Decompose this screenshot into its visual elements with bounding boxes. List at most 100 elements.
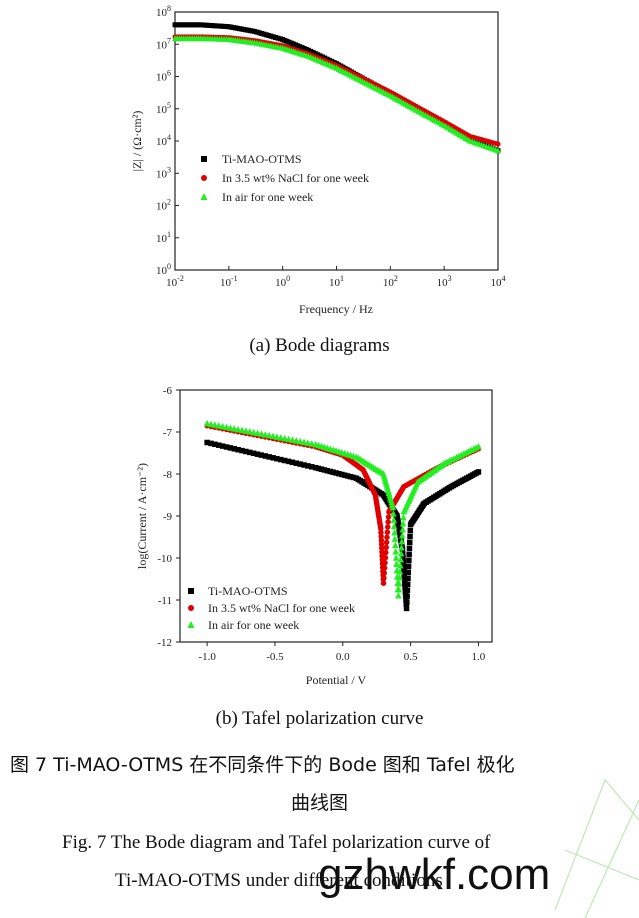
tafel-point	[384, 529, 391, 535]
tafel-x-tick-label: -0.5	[266, 651, 284, 663]
tafel-point	[404, 587, 411, 594]
tafel-point	[380, 580, 387, 586]
tafel-point	[404, 581, 411, 588]
tafel-point	[211, 421, 219, 428]
tafel-point	[231, 446, 238, 452]
tafel-point	[383, 539, 390, 546]
tafel-x-tick-label: 0.5	[404, 651, 418, 663]
tafel-point	[234, 425, 242, 433]
tafel-point	[396, 574, 403, 581]
tafel-x-tick-label: 1.0	[472, 651, 486, 663]
tafel-point	[300, 438, 308, 446]
tafel-point	[350, 474, 357, 481]
tafel-point	[391, 529, 398, 536]
tafel-y-tick-label: -7	[163, 427, 173, 439]
tafel-point	[392, 541, 399, 549]
tafel-point	[390, 522, 398, 530]
bode-x-tick-label: 10-2	[166, 274, 184, 289]
bode-chart: 10-2 10-1 100 101 102 103 104 1001011021031041…	[130, 4, 506, 316]
tafel-point	[285, 435, 292, 443]
bode-x-tick-label: 102	[383, 274, 398, 289]
bode-y-tick-label: 103	[156, 165, 171, 180]
bode-x-tick-label: 103	[437, 274, 452, 289]
tafel-x-ticks: -1.0 -0.5 0.0 0.5 1.0	[198, 642, 486, 663]
tafel-point	[378, 541, 385, 547]
tafel-point	[297, 461, 303, 467]
tafel-point	[318, 466, 325, 472]
tafel-x-tick-label: 0.0	[336, 651, 350, 663]
bode-x-tick-label: 100	[275, 274, 290, 289]
tafel-point	[395, 586, 403, 593]
tafel-point	[239, 447, 245, 454]
tafel-point	[274, 455, 280, 462]
tafel-point	[223, 423, 230, 431]
tafel-point	[265, 431, 273, 439]
tafel-point	[401, 567, 407, 574]
tafel-point	[390, 516, 397, 523]
tafel-y-tick-label: -8	[163, 469, 173, 481]
tafel-point	[400, 563, 407, 570]
tafel-legend-label: In 3.5 wt% NaCl for one week	[208, 601, 355, 615]
tafel-point	[339, 471, 345, 478]
tafel-data-points	[203, 419, 482, 612]
bode-x-tick-label: 101	[329, 274, 344, 289]
tafel-y-tick-label: -6	[163, 385, 173, 397]
bode-legend-marker	[201, 175, 207, 181]
tafel-point	[405, 569, 412, 576]
tafel-point	[347, 473, 354, 480]
tafel-point	[301, 462, 307, 468]
tafel-point	[395, 580, 403, 587]
tafel-point	[312, 464, 319, 471]
tafel-point	[304, 439, 312, 446]
tafel-point	[227, 445, 234, 451]
tafel-point	[277, 434, 285, 441]
bode-y-tick-label: 108	[156, 4, 171, 19]
bode-y-axis-label: |Z| / (Ω·cm²)	[130, 111, 144, 172]
tafel-point	[383, 544, 389, 551]
bode-legend-label: In air for one week	[222, 190, 313, 204]
tafel-legend-label: Ti-MAO-OTMS	[208, 584, 288, 598]
tafel-point	[235, 446, 241, 453]
tafel-point	[203, 419, 211, 427]
tafel-point	[407, 533, 413, 540]
tafel-point	[215, 422, 223, 429]
bode-y-ticks: 100 101 102 103 104 105 106 107 108	[156, 4, 179, 277]
tafel-point	[289, 436, 296, 443]
bode-series	[172, 22, 501, 154]
tafel-point	[384, 524, 391, 530]
tafel-point	[278, 456, 284, 463]
tafel-point	[227, 424, 234, 431]
tafel-point	[400, 514, 407, 521]
bode-y-tick-label: 106	[156, 69, 171, 84]
tafel-point	[309, 464, 315, 470]
tafel-point	[402, 580, 408, 586]
bode-point	[495, 141, 501, 147]
tafel-point	[395, 592, 402, 599]
tafel-point	[381, 565, 388, 571]
tafel-point	[308, 440, 316, 447]
tafel-point	[396, 568, 404, 575]
bode-legend-marker	[201, 156, 207, 162]
tafel-point	[321, 467, 328, 473]
bode-x-axis-label: Frequency / Hz	[299, 302, 373, 316]
tafel-point	[212, 441, 218, 448]
tafel-point	[250, 450, 257, 457]
tafel-point	[285, 458, 292, 465]
tafel-y-tick-label: -11	[158, 595, 172, 607]
bode-legend: Ti-MAO-OTMS In 3.5 wt% NaCl for one week I…	[200, 152, 369, 204]
tafel-point	[406, 539, 413, 546]
tafel-point	[475, 469, 482, 475]
tafel-legend-marker	[188, 605, 194, 611]
tafel-point	[344, 473, 351, 479]
watermark-logo-lines	[554, 778, 639, 918]
bode-y-tick-label: 102	[156, 198, 171, 213]
tafel-point	[250, 428, 257, 436]
tafel-point	[398, 544, 405, 551]
tafel-point	[403, 605, 410, 612]
tafel-legend-marker	[187, 621, 195, 628]
tafel-point	[281, 434, 288, 442]
bode-legend-label: In 3.5 wt% NaCl for one week	[222, 171, 369, 185]
tafel-point	[208, 440, 214, 447]
tafel-point	[397, 556, 404, 563]
